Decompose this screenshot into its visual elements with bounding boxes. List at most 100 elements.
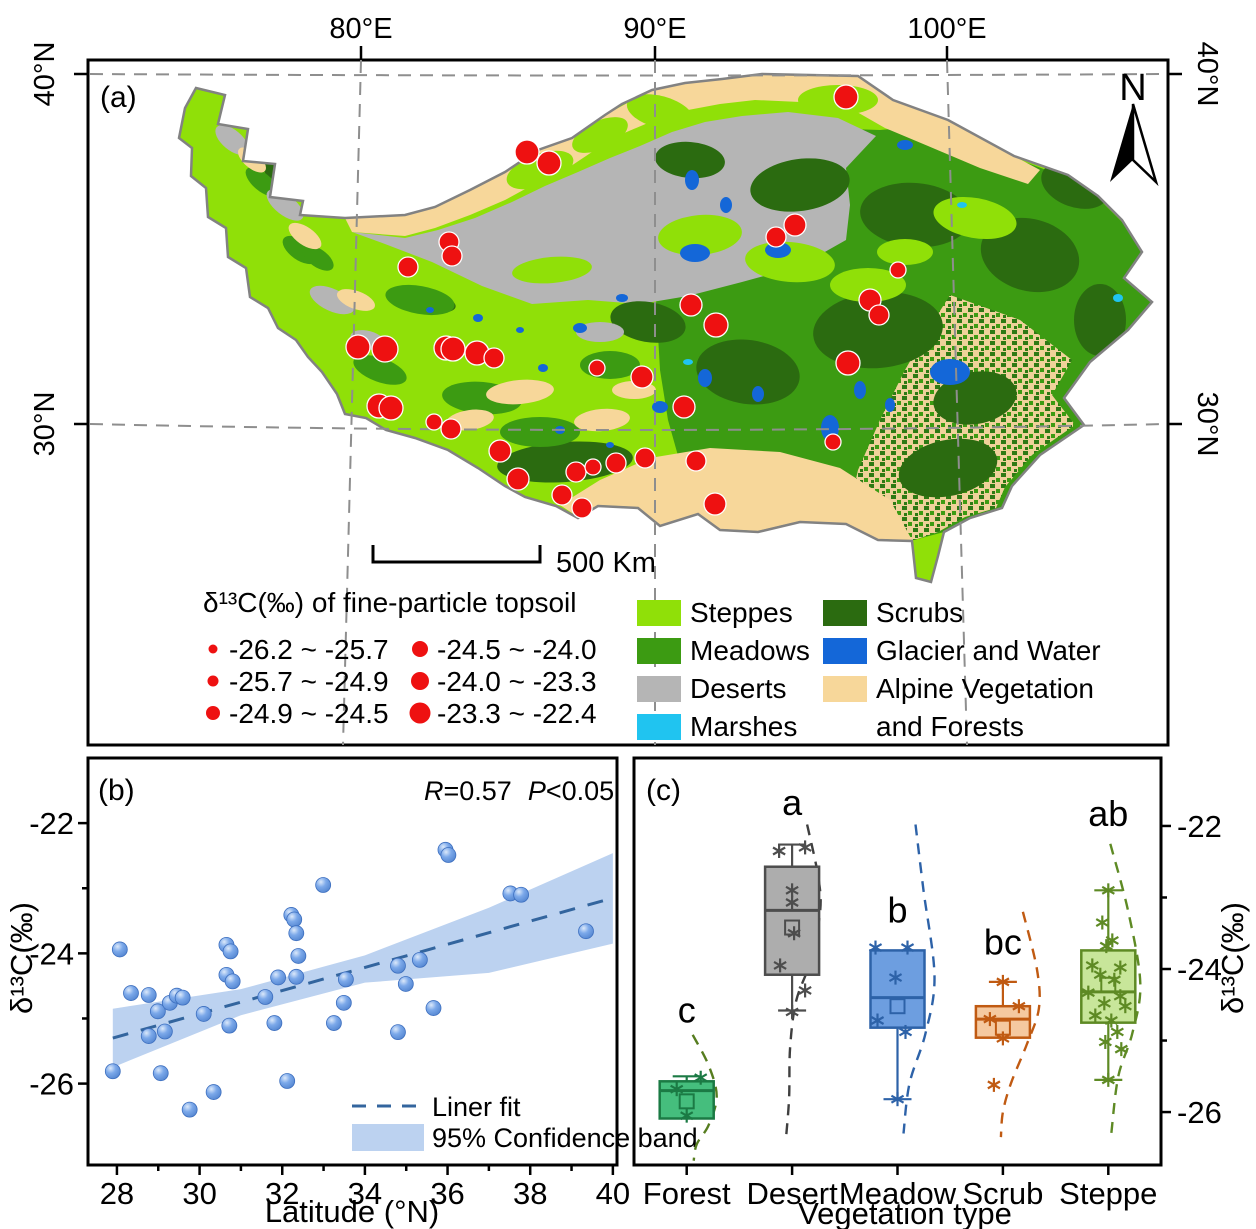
data-star [787,928,801,938]
distribution-curve [784,824,822,1138]
panel-b-stats: R=0.57 P<0.05 [424,776,614,806]
sample-site-dot [605,452,627,474]
panel-b-frame [86,756,619,1167]
y-tick-label-right: -26 [1177,1095,1222,1130]
sample-site-dot [551,484,573,506]
data-star [1099,941,1113,951]
lake [1047,116,1069,128]
data-star [1085,960,1099,970]
x-tick-label: 38 [513,1176,547,1211]
landcover-blob-meadows [500,417,580,447]
marker-legend-label: -23.3 ~ -22.4 [437,698,597,729]
scatter-point [337,971,354,988]
panel-b-legend: Liner fit 95% Confidence band [352,1092,698,1153]
data-star [785,898,799,907]
sample-site-dot [703,312,729,338]
landcover-blob-meadows [385,284,455,316]
scatter-point [326,1015,342,1031]
category-label: Forest [643,1176,731,1211]
data-star [898,1027,913,1037]
sample-site-dot [584,458,602,476]
veg-legend-swatch-marshes [637,714,681,740]
scatter-point [104,1063,121,1080]
veg-legend-swatch-alpine [823,676,867,702]
legend-band-label: 95% Confidence band [432,1123,698,1153]
sample-site-dot [440,336,466,362]
marsh-spot [957,202,967,208]
sample-site-dot [868,304,890,326]
category-label: Steppe [1059,1176,1157,1211]
data-star [1107,975,1121,985]
data-star [680,1111,694,1121]
panel-c-axes: Forest Desert Meadow Scrub Steppe -22 -24 -26 [643,809,1222,1211]
data-star [1101,885,1115,895]
tibetan-plateau-map [177,72,1154,584]
sample-site-dot [833,84,859,110]
box-group-forest: c [658,990,718,1161]
landcover-blob-meadows [353,355,407,385]
veg-legend-swatch-deserts [637,676,681,702]
latitude-tick-label-right: 40°N [1191,42,1223,107]
scatter-point [140,987,157,1003]
marsh-spot [683,359,693,365]
marker-legend-title: δ¹³C(‰) of fine-particle topsoil [203,587,576,618]
significance-letter: a [782,782,803,823]
panel-c-label: (c) [646,774,681,807]
distribution-curve [999,911,1041,1138]
landcover-blob-deserts [576,322,624,342]
lake [616,294,628,302]
marsh-spot [1006,136,1018,144]
landcover-blob-steppes [658,214,742,256]
category-label: Meadow [839,1176,957,1211]
panel-c-ylabel: δ¹³C(‰) [1215,902,1250,1014]
panel-b-xlabel: Latitude (°N) [265,1194,439,1229]
landcover-blob-scrubs [750,158,850,212]
scatter-point [279,1073,296,1089]
lake [652,401,668,413]
meridian-gridline [342,59,362,746]
y-tick-label: -26 [29,1067,74,1102]
scatter-point [156,1023,173,1040]
longitude-tick-label: 80°E [329,13,392,45]
stats-p-value: <0.05 [546,776,614,806]
sample-site-dot [440,418,462,440]
sample-site-dot [824,433,842,451]
veg-legend-swatch-steppes [637,600,681,626]
data-star [1088,1011,1102,1020]
data-star [1081,988,1095,998]
marker-size-legend: δ¹³C(‰) of fine-particle topsoil -26.2 ~… [203,587,597,729]
marker-legend-label: -24.5 ~ -24.0 [437,634,597,665]
y-tick-label-right: -22 [1177,809,1222,844]
marker-legend-label: -26.2 ~ -25.7 [229,634,389,665]
legend-fit-label: Liner fit [432,1092,521,1122]
scatter-point [174,989,191,1006]
x-tick-label: 32 [265,1176,299,1211]
scatter-point [270,969,287,986]
veg-legend-swatch-water [823,638,867,664]
data-star [1093,970,1107,980]
confidence-band-layer [112,853,613,1068]
data-star [870,1016,885,1025]
sample-site-dot [397,256,419,278]
data-star [798,986,812,995]
sample-site-dot [835,350,861,376]
scatter-point [335,994,352,1011]
lake [930,359,970,385]
panel-b-label: (b) [98,774,135,807]
marker-legend-label: -24.9 ~ -24.5 [229,698,389,729]
data-star [1113,963,1127,973]
data-star [1012,1001,1026,1011]
sample-site-dot [565,461,587,483]
sample-site-dot [672,395,696,419]
scatter-point [288,968,305,985]
landcover-blob-deserts [309,285,355,315]
data-star [888,973,903,983]
sample-site-dot [345,334,371,360]
data-star [983,1014,997,1024]
panel-a-label: (a) [100,81,137,114]
parallel-gridline [89,73,1167,77]
